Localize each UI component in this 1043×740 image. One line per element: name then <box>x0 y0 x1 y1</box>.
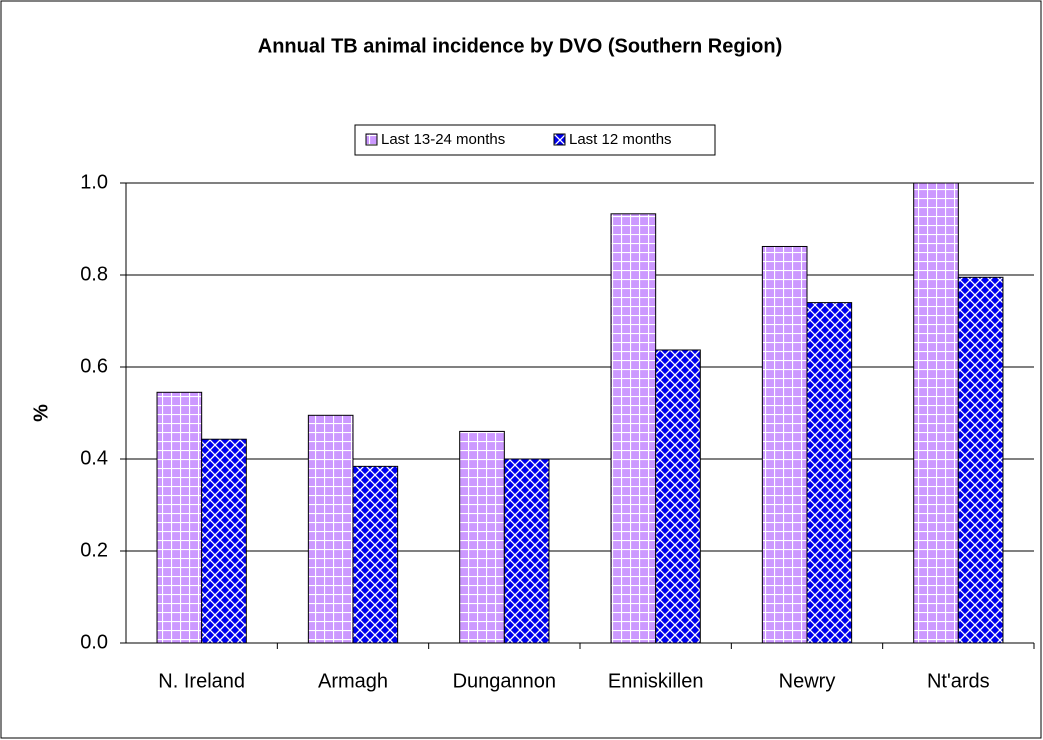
legend-label: Last 12 months <box>569 131 672 148</box>
bar <box>806 302 853 644</box>
x-tick-label: Armagh <box>318 670 388 692</box>
bar <box>459 430 505 644</box>
y-tick-label: 0.0 <box>80 631 108 653</box>
bar <box>307 414 354 644</box>
y-axis-label: % <box>30 404 52 422</box>
bar <box>156 391 203 644</box>
y-tick-label: 0.2 <box>80 539 108 561</box>
x-tick-label: Newry <box>779 670 836 692</box>
y-tick-label: 0.6 <box>80 355 108 377</box>
bar <box>761 245 808 644</box>
y-tick-label: 1.0 <box>80 171 108 193</box>
legend-swatch <box>553 133 566 146</box>
x-tick-label: N. Ireland <box>158 670 245 692</box>
y-tick-label: 0.4 <box>80 447 108 469</box>
chart-title: Annual TB animal incidence by DVO (South… <box>258 35 783 57</box>
bar <box>503 458 550 644</box>
bar <box>352 465 399 644</box>
bar <box>913 182 959 644</box>
bar <box>201 438 247 644</box>
bar <box>655 349 701 644</box>
x-tick-label: Nt'ards <box>927 670 990 692</box>
legend-box <box>354 124 716 156</box>
legend-label: Last 13-24 months <box>381 131 505 148</box>
bar <box>610 213 657 644</box>
bar <box>957 276 1004 644</box>
x-tick-label: Enniskillen <box>608 670 704 692</box>
legend-swatch <box>365 133 378 146</box>
x-tick-label: Dungannon <box>453 670 556 692</box>
y-tick-label: 0.8 <box>80 263 108 285</box>
